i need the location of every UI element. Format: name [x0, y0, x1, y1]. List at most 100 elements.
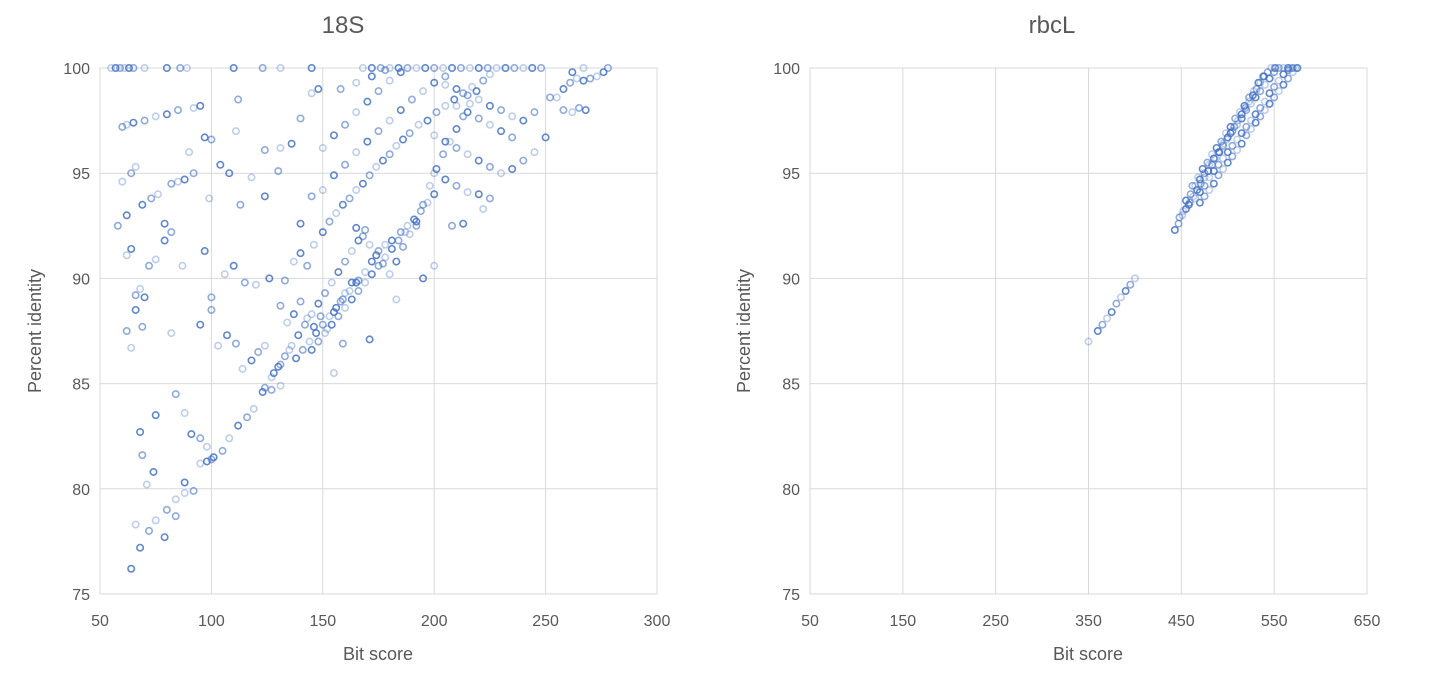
chart0-data-point: [249, 404, 258, 413]
chart1-x-tick-label: 550: [1261, 613, 1288, 630]
chart-rbcl: 50 150 250 350 450 550 650 75 80 85 90 95 100 rbcL Bit…: [734, 12, 1380, 664]
chart0-data-point: [336, 297, 345, 306]
chart-18s: 50 100 150 200 250 300 75 80 85 90 95 100 18S Bit sco…: [25, 12, 670, 664]
chart0-data-point: [182, 64, 191, 73]
chart0-data-point: [151, 411, 160, 420]
chart0-y-tick-label: 85: [72, 377, 90, 394]
chart0-data-point: [307, 345, 316, 354]
chart1-x-tick-label: 450: [1168, 613, 1195, 630]
chart0-data-point: [392, 257, 401, 266]
chart0-data-point: [599, 68, 608, 77]
chart0-data-point: [136, 427, 145, 436]
chart0-data-point: [185, 148, 194, 157]
chart0-data-point: [519, 156, 528, 165]
chart0-data-point: [153, 190, 162, 199]
chart0-data-point: [247, 356, 256, 365]
chart1-data-point: [1226, 122, 1235, 131]
chart1-data-point: [1112, 299, 1121, 308]
chart0-data-point: [581, 106, 590, 115]
chart0-data-point: [325, 217, 334, 226]
chart0-data-point: [307, 89, 316, 98]
chart0-data-point: [296, 249, 305, 258]
chart1-y-tick-label: 85: [782, 377, 800, 394]
chart0-data-point: [162, 110, 171, 119]
chart0-data-point: [131, 305, 140, 314]
chart0-data-point: [107, 64, 116, 73]
chart0-data-point: [338, 295, 347, 304]
chart0-data-point: [365, 240, 374, 249]
chart1-data-point: [1288, 68, 1297, 77]
chart0-data-point: [236, 200, 245, 209]
chart0-data-point: [341, 303, 350, 312]
chart1-data-point: [1270, 68, 1279, 77]
chart0-x-tick-label: 150: [309, 613, 336, 630]
chart0-data-point: [430, 190, 439, 199]
chart0-data-point: [318, 143, 327, 152]
chart1-data-point: [1240, 101, 1249, 110]
chart0-data-point: [441, 101, 450, 110]
chart0-data-point: [403, 221, 412, 230]
chart1-data-point: [1293, 64, 1302, 73]
chart0-data-point: [352, 223, 361, 232]
chart0-x-tick-label: 300: [644, 613, 671, 630]
chart0-data-point: [314, 299, 323, 308]
chart0-data-point: [200, 133, 209, 142]
chart0-data-point: [347, 247, 356, 256]
chart0-data-point: [559, 106, 568, 115]
chart1-data-point: [1242, 131, 1251, 140]
chart0-data-point: [485, 162, 494, 171]
chart0-data-point: [372, 251, 381, 260]
chart1-data-point: [1245, 97, 1254, 106]
chart1-data-point: [1186, 190, 1195, 199]
chart1-data-point: [1121, 287, 1130, 296]
chart0-data-point: [171, 390, 180, 399]
chart0-data-point: [358, 64, 367, 73]
chart0-data-point: [120, 64, 129, 73]
chart0-data-point: [381, 66, 390, 75]
chart0-data-point: [225, 434, 234, 443]
chart1-data-point: [1237, 139, 1246, 148]
chart0-data-point: [276, 64, 285, 73]
chart1-data-point: [1175, 213, 1184, 222]
chart0-data-point: [474, 95, 483, 104]
chart0-data-point: [205, 194, 214, 203]
chart0-data-point: [207, 455, 216, 464]
chart0-data-point: [280, 276, 289, 285]
chart0-data-point: [162, 64, 171, 73]
chart0-data-point: [285, 345, 294, 354]
chart0-x-axis-label: Bit score: [343, 644, 413, 664]
chart0-data-point: [329, 308, 338, 317]
chart1-data-point: [1203, 158, 1212, 167]
chart0-data-point: [459, 89, 468, 98]
chart0-data-point: [214, 341, 223, 350]
chart1-data-point: [1256, 87, 1265, 96]
chart0-data-point: [122, 211, 131, 220]
chart0-data-point: [160, 533, 169, 542]
chart1-x-tick-label: 350: [1075, 613, 1102, 630]
chart0-data-point: [131, 520, 140, 529]
chart0-data-point: [124, 64, 133, 73]
chart0-data-point: [363, 137, 372, 146]
chart0-data-point: [361, 226, 370, 235]
chart1-data-point: [1256, 112, 1265, 121]
chart0-data-point: [399, 242, 408, 251]
chart0-data-point: [140, 116, 149, 125]
chart0-data-point: [432, 108, 441, 117]
chart0-data-point: [247, 173, 256, 182]
chart0-data-point: [122, 326, 131, 335]
chart0-data-point: [180, 489, 189, 498]
chart0-data-point: [345, 287, 354, 296]
chart0-data-point: [396, 68, 405, 77]
chart0-data-point: [269, 369, 278, 378]
chart1-data-point: [1214, 171, 1223, 180]
chart0-data-point: [238, 364, 247, 373]
chart0-data-point: [414, 120, 423, 129]
chart0-data-point: [510, 64, 519, 73]
chart1-data-point: [1198, 164, 1207, 173]
chart1-data-point: [1170, 226, 1179, 235]
chart0-data-point: [332, 303, 341, 312]
chart0-data-point: [341, 120, 350, 129]
chart0-data-point: [441, 72, 450, 81]
chart1-data-point: [1259, 72, 1268, 81]
chart0-data-point: [296, 114, 305, 123]
